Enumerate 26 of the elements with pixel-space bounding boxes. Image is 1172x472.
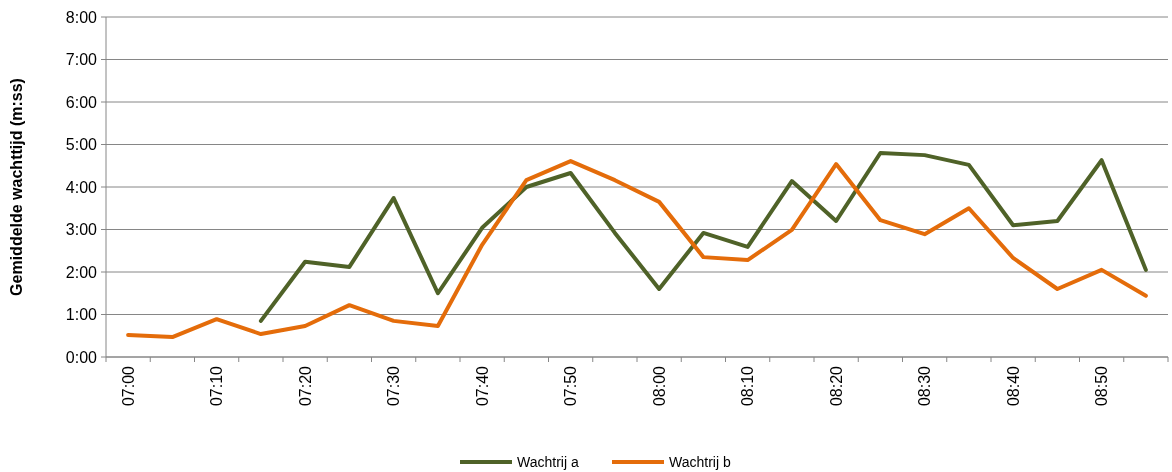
x-tick-label: 08:20 (827, 365, 845, 407)
x-tick-label: 08:10 (739, 365, 757, 407)
x-tick-label: 07:30 (385, 365, 403, 407)
x-tick-label: 07:00 (119, 365, 137, 407)
x-tick-label: 07:20 (296, 365, 314, 407)
y-tick-label: 8:00 (65, 8, 98, 26)
x-tick-label: 08:30 (916, 365, 934, 407)
y-tick-label: 6:00 (65, 93, 98, 111)
legend-label: Wachtrij a (517, 453, 579, 470)
y-tick-label: 5:00 (65, 136, 98, 154)
x-tick-label: 08:40 (1004, 365, 1022, 407)
x-tick-label: 08:00 (650, 365, 668, 407)
x-tick-label: 08:50 (1093, 365, 1111, 407)
x-tick-label: 07:50 (562, 365, 580, 407)
x-tick-label: 07:40 (473, 365, 491, 407)
y-tick-label: 2:00 (65, 263, 98, 281)
line-series (258, 151, 1148, 323)
y-tick-label: 3:00 (65, 221, 98, 239)
y-tick-label: 0:00 (65, 348, 98, 366)
line-series (126, 159, 1148, 340)
y-tick-label: 7:00 (65, 51, 98, 69)
y-tick-label: 4:00 (65, 178, 98, 196)
y-tick-label: 1:00 (65, 306, 98, 324)
x-tick-label: 07:10 (208, 365, 226, 407)
legend-label: Wachtrij b (669, 453, 731, 470)
y-axis-title: Gemiddelde wachttijd (m:ss) (8, 78, 25, 296)
